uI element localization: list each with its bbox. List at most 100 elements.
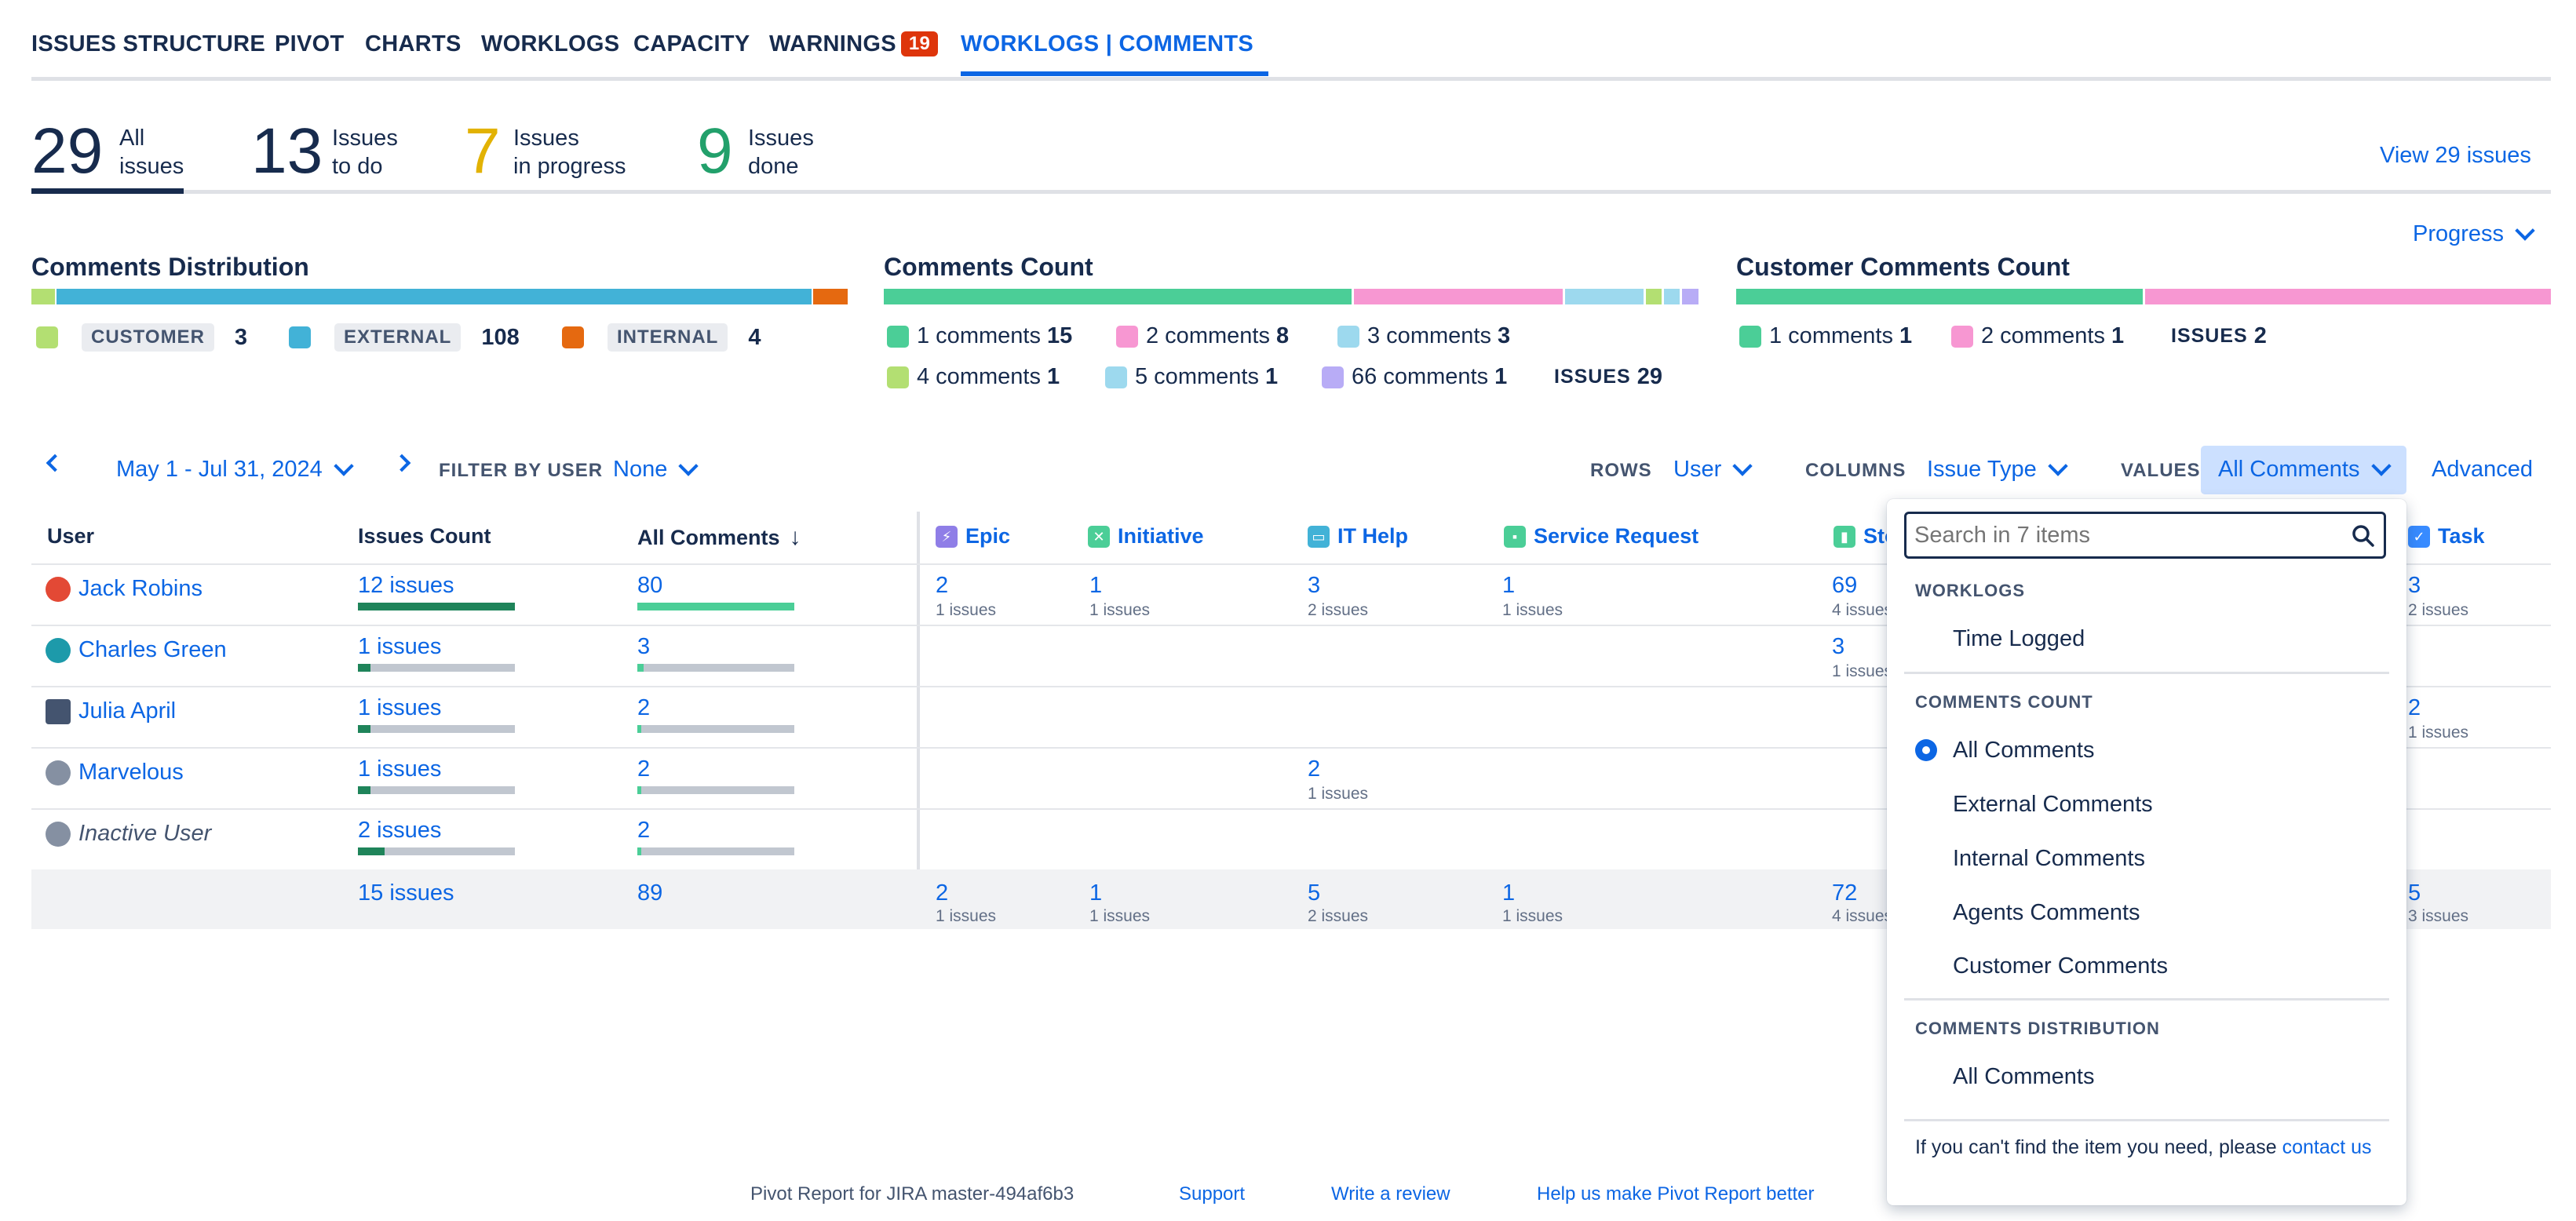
done-issues-count[interactable]: 9 — [697, 115, 733, 187]
comments-cell[interactable]: 80 — [637, 573, 663, 598]
bar-segment-3-comments[interactable] — [1565, 289, 1644, 304]
tab-warnings[interactable]: WARNINGS 19 — [769, 31, 939, 57]
total-comments-cell[interactable]: 89 — [637, 880, 663, 906]
contact-us-link[interactable]: contact us — [2282, 1136, 2372, 1158]
header-all-comments[interactable]: All Comments ↓ — [637, 524, 801, 551]
todo-issues-count[interactable]: 13 — [251, 115, 323, 187]
header-initiative[interactable]: ✕ Initiative — [1088, 524, 1204, 549]
header-it-help[interactable]: ▭ IT Help — [1308, 524, 1408, 549]
legend-3-comments[interactable]: 3 comments 3 — [1337, 323, 1510, 349]
comments-cell[interactable]: 2 — [637, 756, 651, 782]
bar-segment-2-comments[interactable] — [2145, 289, 2551, 304]
it-help-cell[interactable]: 2 — [1308, 756, 1321, 782]
bar-segment-66-comments[interactable] — [1682, 289, 1698, 304]
legend-internal[interactable]: INTERNAL 4 — [562, 323, 761, 352]
epic-cell[interactable]: 2 — [936, 573, 949, 598]
menu-item-all-comments[interactable]: All Comments — [1953, 738, 2095, 763]
rows-dropdown[interactable]: User — [1673, 455, 1753, 483]
dropdown-search[interactable] — [1904, 512, 2386, 559]
bar-segment-5-comments[interactable] — [1664, 289, 1680, 304]
footer-support-link[interactable]: Support — [1179, 1183, 1246, 1205]
comments-cell[interactable]: 3 — [637, 634, 651, 659]
service-request-cell[interactable]: 1 — [1502, 573, 1516, 598]
bar-segment-1-comments[interactable] — [1736, 289, 2143, 304]
issues-count-cell[interactable]: 1 issues — [358, 756, 442, 782]
menu-item-agents-comments[interactable]: Agents Comments — [1953, 900, 2140, 925]
tab-issues-structure[interactable]: ISSUES STRUCTURE — [31, 31, 266, 56]
user-charles-green[interactable]: Charles Green — [46, 637, 227, 663]
legend-5-comments[interactable]: 5 comments 1 — [1105, 364, 1278, 390]
tab-worklogs[interactable]: WORKLOGS — [481, 31, 620, 56]
bar-segment-customer[interactable] — [31, 289, 55, 304]
legend-2-comments[interactable]: 2 comments 8 — [1116, 323, 1289, 349]
menu-item-external-comments[interactable]: External Comments — [1953, 792, 2153, 817]
task-cell[interactable]: 3 — [2408, 573, 2421, 598]
view-issues-link[interactable]: View 29 issues — [2380, 143, 2531, 168]
user-marvelous[interactable]: Marvelous — [46, 760, 184, 785]
filter-by-user-dropdown[interactable]: None — [613, 455, 699, 483]
advanced-link[interactable]: Advanced — [2432, 457, 2533, 482]
user-inactive-user[interactable]: Inactive User — [46, 821, 211, 847]
all-issues-count[interactable]: 29 — [31, 115, 104, 187]
menu-item-time-logged[interactable]: Time Logged — [1953, 626, 2085, 651]
header-issues-count[interactable]: Issues Count — [358, 524, 491, 548]
legend-customer[interactable]: CUSTOMER 3 — [36, 323, 247, 352]
date-range-dropdown[interactable]: May 1 - Jul 31, 2024 — [116, 455, 354, 483]
footer-review-link[interactable]: Write a review — [1331, 1183, 1450, 1205]
story-cell[interactable]: 69 — [1832, 573, 1858, 598]
comments-distribution-bar[interactable] — [31, 289, 848, 304]
prev-period-button[interactable] — [46, 454, 64, 472]
tab-charts[interactable]: CHARTS — [365, 31, 462, 56]
footer-feedback-link[interactable]: Help us make Pivot Report better — [1537, 1183, 1815, 1205]
total-issues-cell[interactable]: 15 issues — [358, 880, 454, 906]
legend-customer-1-comments[interactable]: 1 comments 1 — [1739, 323, 1912, 349]
total-epic-cell[interactable]: 2 — [936, 880, 949, 906]
header-task[interactable]: ✓ Task — [2408, 524, 2485, 549]
selected-radio-icon[interactable] — [1915, 739, 1937, 761]
tab-pivot[interactable]: PIVOT — [275, 31, 345, 56]
total-story-cell[interactable]: 72 — [1832, 880, 1858, 906]
values-dropdown[interactable]: All Comments — [2218, 455, 2392, 483]
header-user[interactable]: User — [47, 524, 95, 548]
header-service-request[interactable]: ▪ Service Request — [1504, 524, 1698, 549]
bar-segment-4-comments[interactable] — [1646, 289, 1662, 304]
comments-count-bar[interactable] — [884, 289, 1698, 304]
user-jack-robins[interactable]: Jack Robins — [46, 576, 203, 602]
in-progress-issues-count[interactable]: 7 — [465, 115, 501, 187]
legend-customer-2-comments[interactable]: 2 comments 1 — [1951, 323, 2124, 349]
bar-segment-internal[interactable] — [813, 289, 848, 304]
it-help-cell[interactable]: 3 — [1308, 573, 1321, 598]
tab-worklogs-comments[interactable]: WORKLOGS | COMMENTS — [961, 31, 1254, 56]
legend-4-comments[interactable]: 4 comments 1 — [887, 364, 1060, 390]
dropdown-search-input[interactable] — [1913, 522, 2340, 549]
initiative-cell[interactable]: 1 — [1089, 573, 1103, 598]
comments-cell[interactable]: 2 — [637, 695, 651, 720]
customer-comments-count-bar[interactable] — [1736, 289, 2551, 304]
story-cell[interactable]: 3 — [1832, 634, 1845, 659]
task-cell[interactable]: 2 — [2408, 695, 2421, 720]
bar-segment-2-comments[interactable] — [1354, 289, 1563, 304]
columns-dropdown[interactable]: Issue Type — [1927, 455, 2068, 483]
issues-count-cell[interactable]: 1 issues — [358, 634, 442, 659]
total-task-cell[interactable]: 5 — [2408, 880, 2421, 906]
next-period-button[interactable] — [392, 454, 411, 472]
menu-item-internal-comments[interactable]: Internal Comments — [1953, 846, 2145, 871]
tab-capacity[interactable]: CAPACITY — [633, 31, 750, 56]
total-service-request-cell[interactable]: 1 — [1502, 880, 1516, 906]
total-it-help-cell[interactable]: 5 — [1308, 880, 1321, 906]
user-julia-april[interactable]: Julia April — [46, 698, 176, 724]
menu-item-distribution-all-comments[interactable]: All Comments — [1953, 1064, 2095, 1089]
menu-item-customer-comments[interactable]: Customer Comments — [1953, 953, 2168, 979]
total-initiative-cell[interactable]: 1 — [1089, 880, 1103, 906]
issues-count-cell[interactable]: 2 issues — [358, 818, 442, 843]
progress-dropdown[interactable]: Progress — [2413, 220, 2535, 247]
bar-segment-1-comments[interactable] — [884, 289, 1352, 304]
bar-segment-external[interactable] — [57, 289, 812, 304]
legend-66-comments[interactable]: 66 comments 1 — [1322, 364, 1507, 390]
legend-1-comments[interactable]: 1 comments 15 — [887, 323, 1072, 349]
issues-count-cell[interactable]: 1 issues — [358, 695, 442, 720]
header-epic[interactable]: ⚡ Epic — [936, 524, 1010, 549]
comments-cell[interactable]: 2 — [637, 818, 651, 843]
legend-external[interactable]: EXTERNAL 108 — [289, 323, 520, 352]
issues-count-cell[interactable]: 12 issues — [358, 573, 454, 598]
